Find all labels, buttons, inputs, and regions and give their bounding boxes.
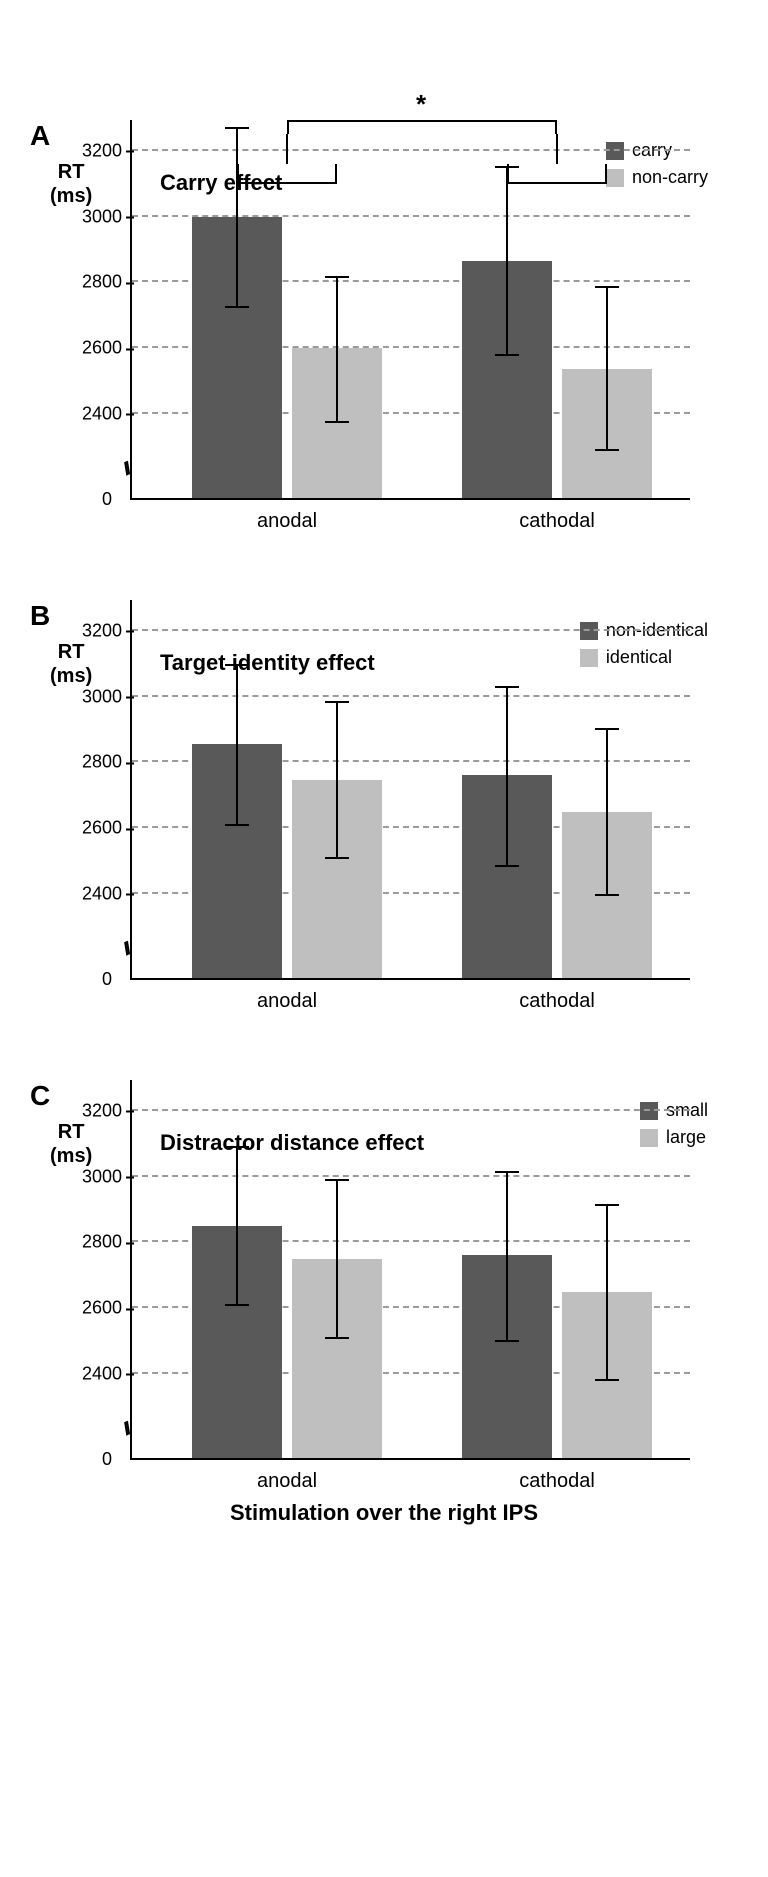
significance-connector xyxy=(286,134,288,163)
x-category-label: cathodal xyxy=(519,990,595,1013)
y-tick-label: 2400 xyxy=(62,1363,122,1384)
panel-c: CRT(ms)Distractor distance effectsmallla… xyxy=(30,1080,738,1460)
y-tick-label: 2800 xyxy=(62,752,122,773)
x-category-label: anodal xyxy=(257,510,317,533)
axis-break-icon: // xyxy=(121,459,132,480)
error-bar xyxy=(336,702,338,858)
x-category-label: anodal xyxy=(257,1470,317,1493)
y-zero-label: 0 xyxy=(102,1449,112,1470)
y-tick-label: 2600 xyxy=(62,338,122,359)
y-tick-label: 2400 xyxy=(62,403,122,424)
panel-b: BRT(ms)Target identity effectnon-identic… xyxy=(30,600,738,980)
y-axis-label-line1: RT xyxy=(50,640,92,664)
error-bar xyxy=(336,277,338,422)
error-bar xyxy=(606,1205,608,1381)
y-axis-label-line1: RT xyxy=(50,1120,92,1144)
significance-bracket xyxy=(287,120,557,134)
significance-connector xyxy=(556,134,558,163)
y-axis-label: RT(ms) xyxy=(50,1120,92,1168)
gridline xyxy=(132,1109,690,1111)
error-bar xyxy=(336,1180,338,1338)
gridline xyxy=(132,149,690,151)
error-bar xyxy=(236,128,238,307)
error-bar xyxy=(506,1172,508,1341)
y-axis-label-line2: (ms) xyxy=(50,664,92,688)
gridline xyxy=(132,629,690,631)
error-bar xyxy=(236,665,238,824)
y-axis-label: RT(ms) xyxy=(50,160,92,208)
y-axis-label: RT(ms) xyxy=(50,640,92,688)
x-category-label: anodal xyxy=(257,990,317,1013)
error-bar xyxy=(606,729,608,895)
error-bar xyxy=(506,167,508,354)
y-axis-label-line2: (ms) xyxy=(50,184,92,208)
y-tick-label: 2800 xyxy=(62,1232,122,1253)
significance-sub-bracket xyxy=(507,164,607,184)
y-tick-label: 2600 xyxy=(62,1298,122,1319)
y-tick-label: 2800 xyxy=(62,272,122,293)
significance-sub-bracket xyxy=(237,164,337,184)
y-tick-label: 3200 xyxy=(62,140,122,161)
significance-star: * xyxy=(416,89,426,120)
panel-letter: B xyxy=(30,600,50,632)
y-tick-label: 3000 xyxy=(62,1166,122,1187)
y-tick-label: 3200 xyxy=(62,1100,122,1121)
gridline xyxy=(132,1175,690,1177)
panel-letter: C xyxy=(30,1080,50,1112)
y-tick-label: 2400 xyxy=(62,883,122,904)
y-zero-label: 0 xyxy=(102,969,112,990)
plot-area: 240026002800300032000//anodalcathodal xyxy=(130,600,690,980)
y-tick-label: 2600 xyxy=(62,818,122,839)
figure-container: ART(ms)Carry effectcarrynon-carry2400260… xyxy=(30,120,738,1526)
error-bar xyxy=(606,287,608,450)
y-axis-label-line2: (ms) xyxy=(50,1144,92,1168)
x-category-label: cathodal xyxy=(519,510,595,533)
y-zero-label: 0 xyxy=(102,489,112,510)
y-tick-label: 3200 xyxy=(62,620,122,641)
panel-letter: A xyxy=(30,120,50,152)
y-tick-label: 3000 xyxy=(62,206,122,227)
y-axis-label-line1: RT xyxy=(50,160,92,184)
error-bar xyxy=(236,1147,238,1305)
plot-area: 240026002800300032000//anodalcathodal xyxy=(130,1080,690,1460)
x-category-label: cathodal xyxy=(519,1470,595,1493)
panel-a: ART(ms)Carry effectcarrynon-carry2400260… xyxy=(30,120,738,500)
error-bar xyxy=(506,687,508,866)
gridline xyxy=(132,695,690,697)
axis-break-icon: // xyxy=(121,939,132,960)
y-tick-label: 3000 xyxy=(62,686,122,707)
axis-break-icon: // xyxy=(121,1419,132,1440)
plot-area: 240026002800300032000//anodalcathodal* xyxy=(130,120,690,500)
x-axis-title: Stimulation over the right IPS xyxy=(30,1500,738,1526)
